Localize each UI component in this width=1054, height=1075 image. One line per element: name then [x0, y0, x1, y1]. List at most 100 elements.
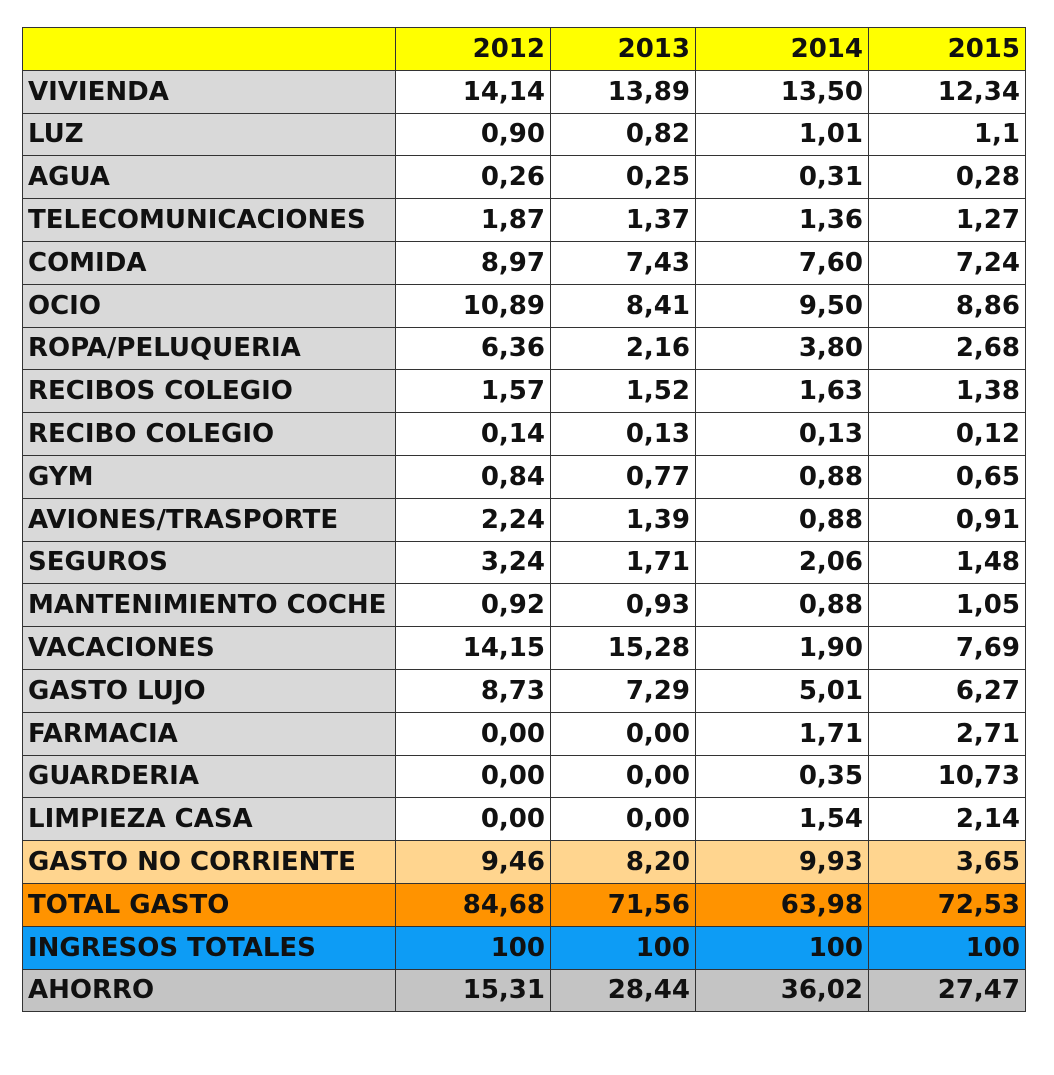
- value-cell-2014: 9,93: [695, 840, 869, 884]
- value-cell-2012: 10,89: [395, 283, 551, 328]
- table-row: VIVIENDA 14,14 13,89 13,50 12,34: [22, 69, 1026, 114]
- value-cell-2014: 7,60: [695, 240, 869, 285]
- value-cell-2014: 1,63: [695, 369, 869, 414]
- value-cell-2014: 1,71: [695, 711, 869, 756]
- row-label: MANTENIMIENTO COCHE: [22, 583, 396, 628]
- value-cell-2014: 1,01: [695, 112, 869, 157]
- row-label: AHORRO: [22, 968, 396, 1013]
- value-cell-2015: 7,69: [868, 626, 1026, 670]
- value-cell-2013: 1,37: [550, 198, 696, 242]
- value-cell-2012: 14,15: [395, 626, 551, 670]
- year-header-2013: 2013: [550, 27, 696, 71]
- value-cell-2013: 0,77: [550, 454, 696, 499]
- value-cell-2015: 8,86: [868, 283, 1026, 328]
- value-cell-2015: 27,47: [868, 968, 1026, 1013]
- table-row: TOTAL GASTO 84,68 71,56 63,98 72,53: [22, 882, 1026, 927]
- value-cell-2014: 13,50: [695, 69, 869, 114]
- value-cell-2015: 7,24: [868, 240, 1026, 285]
- value-cell-2013: 0,13: [550, 412, 696, 456]
- row-label: GASTO LUJO: [22, 668, 396, 713]
- table-row: GASTO NO CORRIENTE 9,46 8,20 9,93 3,65: [22, 840, 1026, 884]
- value-cell-2014: 0,88: [695, 497, 869, 542]
- table-row: RECIBOS COLEGIO 1,57 1,52 1,63 1,38: [22, 369, 1026, 414]
- table-row: VACACIONES 14,15 15,28 1,90 7,69: [22, 626, 1026, 670]
- table-row: AHORRO 15,31 28,44 36,02 27,47: [22, 968, 1026, 1013]
- row-label: VACACIONES: [22, 626, 396, 670]
- value-cell-2014: 1,36: [695, 198, 869, 242]
- row-label: VIVIENDA: [22, 69, 396, 114]
- row-label: FARMACIA: [22, 711, 396, 756]
- value-cell-2015: 0,91: [868, 497, 1026, 542]
- value-cell-2012: 0,26: [395, 155, 551, 200]
- table-row: INGRESOS TOTALES 100 100 100 100: [22, 925, 1026, 970]
- value-cell-2013: 100: [550, 925, 696, 970]
- table-row: MANTENIMIENTO COCHE 0,92 0,93 0,88 1,05: [22, 583, 1026, 628]
- value-cell-2013: 71,56: [550, 882, 696, 927]
- value-cell-2013: 0,00: [550, 754, 696, 799]
- row-label: LIMPIEZA CASA: [22, 797, 396, 842]
- value-cell-2015: 1,48: [868, 540, 1026, 585]
- table-row: TELECOMUNICACIONES 1,87 1,37 1,36 1,27: [22, 198, 1026, 242]
- table-row: ROPA/PELUQUERIA 6,36 2,16 3,80 2,68: [22, 326, 1026, 371]
- value-cell-2014: 3,80: [695, 326, 869, 371]
- value-cell-2012: 2,24: [395, 497, 551, 542]
- table-row: LIMPIEZA CASA 0,00 0,00 1,54 2,14: [22, 797, 1026, 842]
- value-cell-2015: 100: [868, 925, 1026, 970]
- value-cell-2013: 8,20: [550, 840, 696, 884]
- value-cell-2015: 1,05: [868, 583, 1026, 628]
- value-cell-2015: 6,27: [868, 668, 1026, 713]
- value-cell-2012: 0,14: [395, 412, 551, 456]
- table-row: AGUA 0,26 0,25 0,31 0,28: [22, 155, 1026, 200]
- value-cell-2015: 72,53: [868, 882, 1026, 927]
- value-cell-2012: 8,97: [395, 240, 551, 285]
- table-row: SEGUROS 3,24 1,71 2,06 1,48: [22, 540, 1026, 585]
- value-cell-2012: 9,46: [395, 840, 551, 884]
- value-cell-2013: 7,29: [550, 668, 696, 713]
- table-row: GUARDERIA 0,00 0,00 0,35 10,73: [22, 754, 1026, 799]
- value-cell-2015: 1,27: [868, 198, 1026, 242]
- table-row: GASTO LUJO 8,73 7,29 5,01 6,27: [22, 668, 1026, 713]
- row-label: TOTAL GASTO: [22, 882, 396, 927]
- value-cell-2013: 0,82: [550, 112, 696, 157]
- row-label: LUZ: [22, 112, 396, 157]
- value-cell-2012: 0,00: [395, 797, 551, 842]
- value-cell-2015: 0,12: [868, 412, 1026, 456]
- row-label: GASTO NO CORRIENTE: [22, 840, 396, 884]
- value-cell-2014: 1,54: [695, 797, 869, 842]
- value-cell-2014: 0,35: [695, 754, 869, 799]
- year-header-2012: 2012: [395, 27, 551, 71]
- table-row: FARMACIA 0,00 0,00 1,71 2,71: [22, 711, 1026, 756]
- value-cell-2013: 2,16: [550, 326, 696, 371]
- value-cell-2013: 1,39: [550, 497, 696, 542]
- value-cell-2013: 7,43: [550, 240, 696, 285]
- row-label: COMIDA: [22, 240, 396, 285]
- value-cell-2015: 12,34: [868, 69, 1026, 114]
- value-cell-2014: 2,06: [695, 540, 869, 585]
- row-label: TELECOMUNICACIONES: [22, 198, 396, 242]
- value-cell-2014: 1,90: [695, 626, 869, 670]
- value-cell-2012: 0,00: [395, 754, 551, 799]
- row-label: AGUA: [22, 155, 396, 200]
- row-label: RECIBOS COLEGIO: [22, 369, 396, 414]
- table-row: OCIO 10,89 8,41 9,50 8,86: [22, 283, 1026, 328]
- expense-table: 2012 2013 2014 2015 VIVIENDA 14,14 13,89 13,50 1…: [22, 27, 1026, 1013]
- value-cell-2013: 1,52: [550, 369, 696, 414]
- value-cell-2014: 5,01: [695, 668, 869, 713]
- value-cell-2014: 100: [695, 925, 869, 970]
- value-cell-2015: 2,14: [868, 797, 1026, 842]
- value-cell-2013: 0,93: [550, 583, 696, 628]
- value-cell-2012: 6,36: [395, 326, 551, 371]
- value-cell-2012: 1,57: [395, 369, 551, 414]
- row-label: RECIBO COLEGIO: [22, 412, 396, 456]
- row-label: OCIO: [22, 283, 396, 328]
- value-cell-2015: 2,68: [868, 326, 1026, 371]
- value-cell-2013: 15,28: [550, 626, 696, 670]
- row-label: INGRESOS TOTALES: [22, 925, 396, 970]
- value-cell-2015: 0,65: [868, 454, 1026, 499]
- year-header-2014: 2014: [695, 27, 869, 71]
- expense-table-body: 2012 2013 2014 2015 VIVIENDA 14,14 13,89 13,50 1…: [22, 27, 1026, 1013]
- table-row: LUZ 0,90 0,82 1,01 1,1: [22, 112, 1026, 157]
- value-cell-2013: 28,44: [550, 968, 696, 1013]
- value-cell-2015: 0,28: [868, 155, 1026, 200]
- value-cell-2013: 0,00: [550, 711, 696, 756]
